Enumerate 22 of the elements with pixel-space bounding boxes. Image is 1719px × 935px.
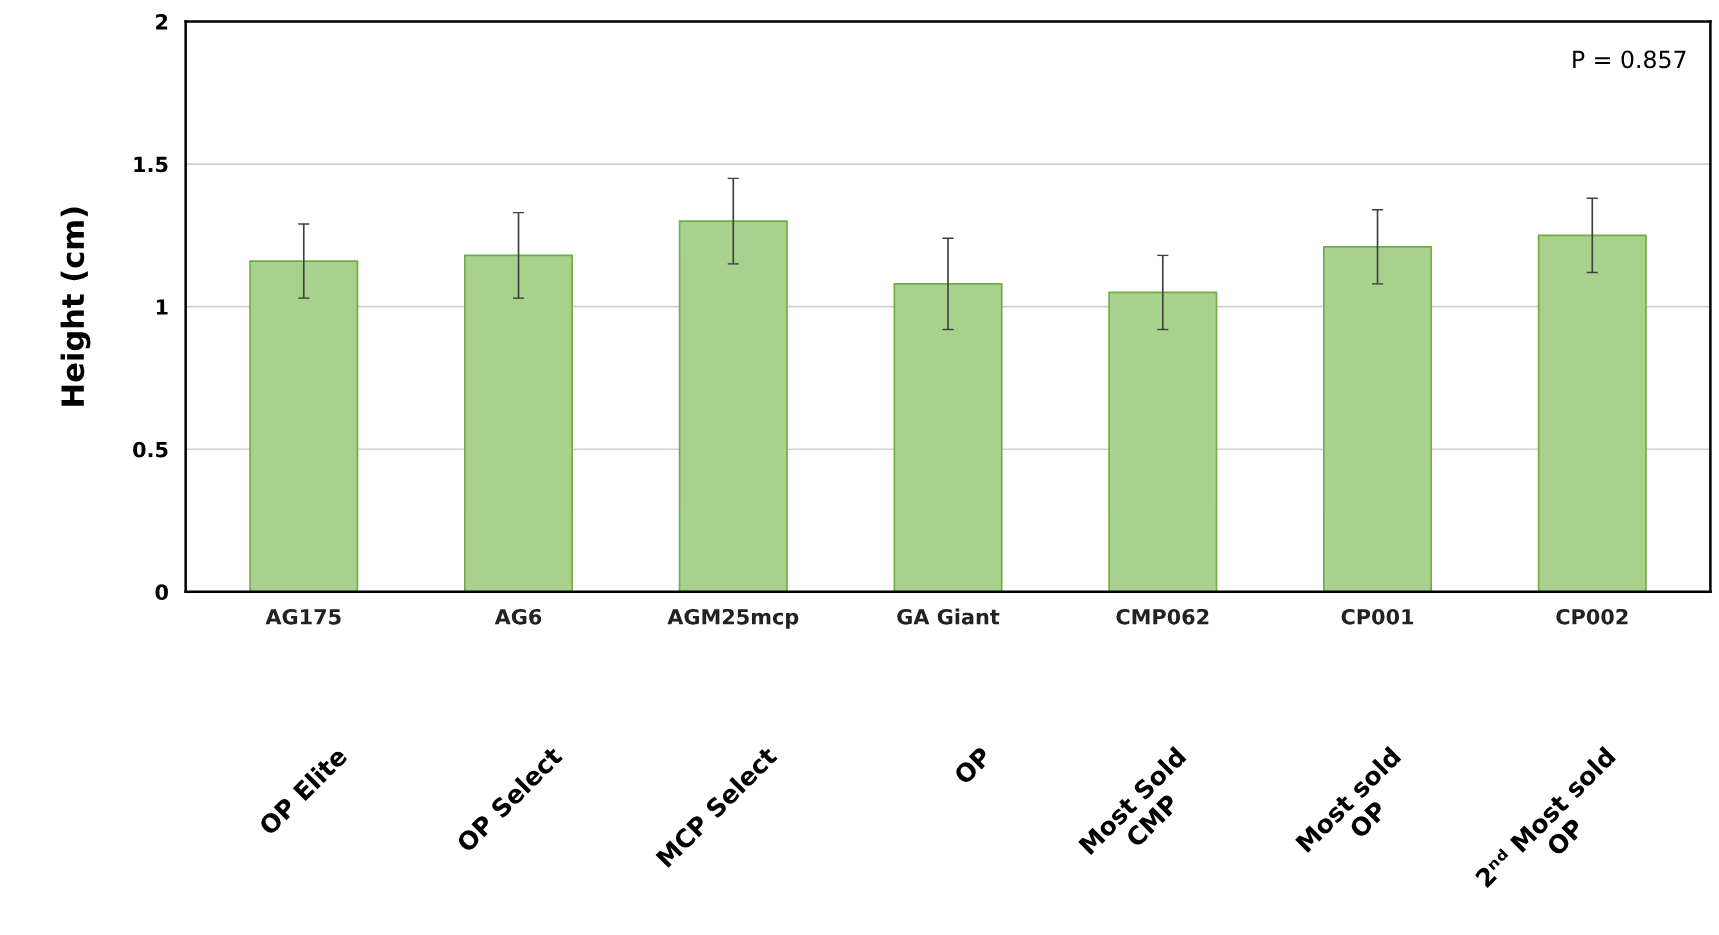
bar <box>678 220 788 592</box>
bar <box>1108 291 1218 592</box>
x-tick-label: GA Giant <box>897 608 1000 625</box>
x-tick-label: AG175 <box>265 608 341 625</box>
x-tick-label: CP001 <box>1341 608 1414 625</box>
y-tick-label: 1 <box>156 299 168 315</box>
y-tick-label: 2 <box>156 13 168 30</box>
text: OP <box>952 745 993 786</box>
x-tick-label: CP002 <box>1556 608 1628 625</box>
bar <box>1323 245 1433 592</box>
x-tick-label: AG6 <box>494 608 542 625</box>
y-tick-label: 0.5 <box>133 441 168 458</box>
bar <box>249 260 359 592</box>
x-tick-label: CMP062 <box>1116 608 1209 625</box>
y-tick-label: 1.5 <box>134 156 168 173</box>
x-tick-label: AGM25mcp <box>667 608 799 629</box>
y-tick-label: 0 <box>155 584 168 601</box>
y-axis-title: Height (cm) <box>60 207 91 406</box>
bar <box>893 283 1003 592</box>
annotation: P = 0.857 <box>1573 50 1686 69</box>
bar <box>1537 234 1647 592</box>
bar <box>463 254 574 592</box>
